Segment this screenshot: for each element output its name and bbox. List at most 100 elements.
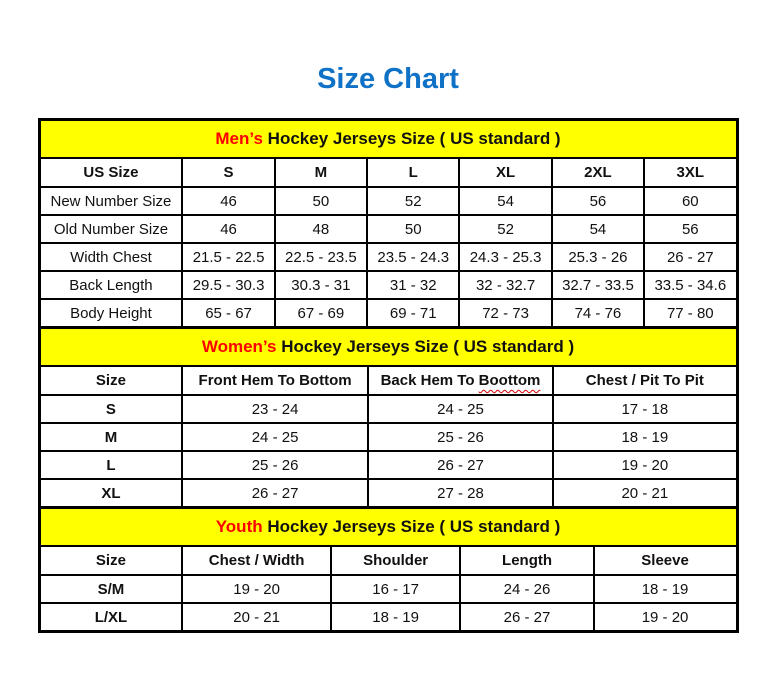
column-header: Front Hem To Bottom: [181, 365, 369, 396]
size-value-cell: 56: [550, 186, 646, 216]
mens-band: Men’s Hockey Jerseys Size ( US standard …: [38, 119, 738, 159]
size-value-cell: 65 - 67: [181, 298, 276, 328]
womens-band: Women’s Hockey Jerseys Size ( US standar…: [38, 327, 738, 367]
size-value-cell: 18 - 19: [552, 422, 738, 452]
youth-header-row: Size Chest / Width Shoulder Length Sleev…: [38, 545, 738, 576]
column-header: XL: [458, 157, 553, 188]
column-header: Length: [459, 545, 595, 576]
size-value-cell: 26 - 27: [643, 242, 738, 272]
column-header: Chest / Pit To Pit: [552, 365, 738, 396]
size-value-cell: 74 - 76: [550, 298, 646, 328]
size-value-cell: 32 - 32.7: [458, 270, 553, 300]
table-row: Back Length 29.5 - 30.3 30.3 - 31 31 - 3…: [38, 270, 738, 300]
column-header: 2XL: [550, 157, 646, 188]
size-value-cell: 48: [273, 214, 369, 244]
misspelled-word: Boottom: [478, 372, 541, 389]
size-chart-tables: Men’s Hockey Jerseys Size ( US standard …: [37, 118, 739, 633]
size-value-cell: 32.7 - 33.5: [550, 270, 646, 300]
table-row: L/XL 20 - 21 18 - 19 26 - 27 19 - 20: [38, 602, 738, 632]
size-value-cell: 21.5 - 22.5: [181, 242, 276, 272]
womens-size-table: Women’s Hockey Jerseys Size ( US standar…: [38, 327, 738, 508]
table-row: New Number Size 46 50 52 54 56 60: [38, 186, 738, 216]
womens-header-row: Size Front Hem To Bottom Back Hem To Boo…: [38, 365, 738, 396]
youth-size-table: Youth Hockey Jerseys Size ( US standard …: [38, 507, 738, 632]
size-value-cell: 52: [366, 186, 461, 216]
size-value-cell: 23 - 24: [181, 394, 369, 424]
size-value-cell: 50: [366, 214, 461, 244]
table-row: Old Number Size 46 48 50 52 54 56: [38, 214, 738, 244]
size-value-cell: 26 - 27: [366, 450, 555, 480]
size-value-cell: 18 - 19: [592, 574, 738, 604]
mens-band-highlight: Men’s: [215, 129, 263, 148]
size-value-cell: 18 - 19: [329, 602, 462, 632]
row-label: XL: [38, 478, 184, 508]
mens-header-row: US Size S M L XL 2XL 3XL: [38, 157, 738, 188]
size-value-cell: 25 - 26: [366, 422, 555, 452]
size-value-cell: 23.5 - 24.3: [366, 242, 461, 272]
youth-band: Youth Hockey Jerseys Size ( US standard …: [38, 507, 738, 547]
youth-band-title: Youth Hockey Jerseys Size ( US standard …: [38, 507, 738, 547]
table-row: M 24 - 25 25 - 26 18 - 19: [38, 422, 738, 452]
column-header: Size: [38, 365, 184, 396]
row-label: Old Number Size: [38, 214, 184, 244]
column-header: L: [366, 157, 461, 188]
column-header: 3XL: [643, 157, 738, 188]
table-row: XL 26 - 27 27 - 28 20 - 21: [38, 478, 738, 508]
size-value-cell: 72 - 73: [458, 298, 553, 328]
size-value-cell: 30.3 - 31: [273, 270, 369, 300]
womens-band-title: Women’s Hockey Jerseys Size ( US standar…: [38, 327, 738, 367]
womens-band-highlight: Women’s: [201, 337, 277, 356]
womens-band-rest: Hockey Jerseys Size ( US standard ): [281, 337, 575, 356]
size-value-cell: 77 - 80: [643, 298, 738, 328]
size-value-cell: 27 - 28: [366, 478, 555, 508]
size-value-cell: 22.5 - 23.5: [273, 242, 369, 272]
size-value-cell: 24 - 25: [181, 422, 369, 452]
mens-band-rest: Hockey Jerseys Size ( US standard ): [267, 129, 561, 148]
size-value-cell: 67 - 69: [273, 298, 369, 328]
row-label: Back Length: [38, 270, 184, 300]
size-value-cell: 46: [181, 186, 276, 216]
column-header: S: [181, 157, 276, 188]
row-label: S/M: [38, 574, 184, 604]
size-value-cell: 19 - 20: [552, 450, 738, 480]
size-value-cell: 20 - 21: [181, 602, 332, 632]
size-value-cell: 56: [643, 214, 738, 244]
size-value-cell: 16 - 17: [329, 574, 462, 604]
size-value-cell: 29.5 - 30.3: [181, 270, 276, 300]
table-row: S 23 - 24 24 - 25 17 - 18: [38, 394, 738, 424]
column-header: M: [273, 157, 369, 188]
size-value-cell: 33.5 - 34.6: [643, 270, 738, 300]
table-row: Body Height 65 - 67 67 - 69 69 - 71 72 -…: [38, 298, 738, 328]
size-value-cell: 24 - 25: [366, 394, 555, 424]
column-header: Size: [38, 545, 184, 576]
youth-band-highlight: Youth: [215, 517, 263, 536]
column-header: Sleeve: [592, 545, 738, 576]
size-value-cell: 69 - 71: [366, 298, 461, 328]
size-value-cell: 25.3 - 26: [550, 242, 646, 272]
youth-band-rest: Hockey Jerseys Size ( US standard ): [267, 517, 561, 536]
page-title: Size Chart: [317, 63, 459, 95]
table-row: Width Chest 21.5 - 22.5 22.5 - 23.5 23.5…: [38, 242, 738, 272]
size-value-cell: 20 - 21: [552, 478, 738, 508]
size-value-cell: 52: [458, 214, 553, 244]
column-header: Shoulder: [329, 545, 462, 576]
row-label: S: [38, 394, 184, 424]
size-value-cell: 26 - 27: [459, 602, 595, 632]
row-label: Width Chest: [38, 242, 184, 272]
size-value-cell: 54: [550, 214, 646, 244]
size-value-cell: 17 - 18: [552, 394, 738, 424]
mens-band-title: Men’s Hockey Jerseys Size ( US standard …: [38, 119, 738, 159]
mens-size-table: Men’s Hockey Jerseys Size ( US standard …: [38, 119, 738, 328]
column-header: US Size: [38, 157, 184, 188]
column-header: Chest / Width: [181, 545, 332, 576]
row-label: Body Height: [38, 298, 184, 328]
row-label: New Number Size: [38, 186, 184, 216]
row-label: M: [38, 422, 184, 452]
misspelling-prefix: Back Hem To: [380, 372, 475, 389]
size-value-cell: 26 - 27: [181, 478, 369, 508]
table-row: S/M 19 - 20 16 - 17 24 - 26 18 - 19: [38, 574, 738, 604]
size-value-cell: 24.3 - 25.3: [458, 242, 553, 272]
row-label: L: [38, 450, 184, 480]
size-value-cell: 50: [273, 186, 369, 216]
table-row: L 25 - 26 26 - 27 19 - 20: [38, 450, 738, 480]
